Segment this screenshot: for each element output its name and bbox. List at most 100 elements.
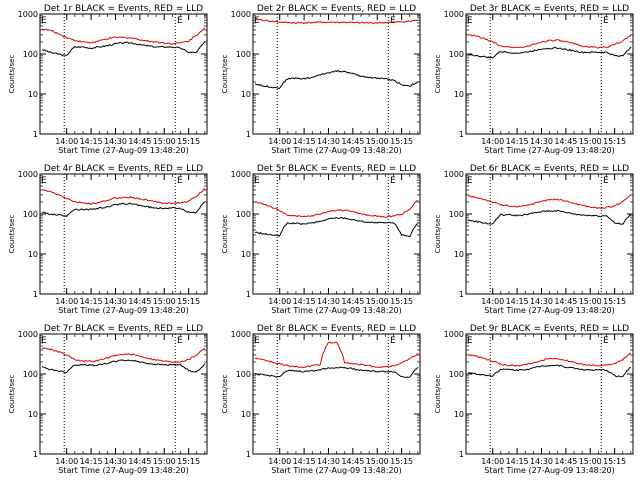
series-line-lld (41, 188, 206, 205)
chart-panel-1: Det 1r BLACK = Events, RED = LLD Counts/s… (8, 4, 208, 155)
corner-mark: E (467, 176, 473, 186)
x-axis-label: Start Time (27-Aug-09 13:48:20) (58, 306, 189, 315)
y-tick-label: 10 (454, 90, 464, 99)
y-tick-label: 10 (241, 410, 251, 419)
corner-mark: E (467, 336, 473, 346)
y-tick-label: 1000 (231, 10, 251, 19)
chart-panel-8: Det 8r BLACK = Events, RED = LLD Counts/s… (221, 324, 421, 475)
x-tick-label: 15:00 (153, 137, 176, 146)
x-tick-label: 14:45 (554, 457, 577, 466)
plot-frame (39, 173, 208, 295)
plot-frame (252, 13, 421, 135)
y-tick-label: 100 (23, 50, 38, 59)
corner-mark: E (41, 336, 47, 346)
y-axis-label: Counts/sec (221, 55, 229, 94)
chart-title: Det 2r BLACK = Events, RED = LLD (257, 4, 416, 14)
y-tick-label: 1000 (231, 330, 251, 339)
x-tick-label: 14:00 (55, 137, 78, 146)
y-tick-label: 1000 (444, 10, 464, 19)
x-tick-label: 14:45 (554, 137, 577, 146)
chart-panel-9: Det 9r BLACK = Events, RED = LLD Counts/s… (434, 324, 634, 475)
corner-mark: E (603, 176, 609, 186)
x-tick-label: 15:00 (366, 297, 389, 306)
chart-panel-7: Det 7r BLACK = Events, RED = LLD Counts/s… (8, 324, 208, 475)
x-tick-label: 15:15 (603, 457, 626, 466)
series-line-lld (255, 199, 419, 218)
x-tick-label: 15:00 (366, 457, 389, 466)
y-tick-label: 1 (33, 290, 38, 299)
x-tick-label: 14:45 (128, 297, 151, 306)
chart-title: Det 8r BLACK = Events, RED = LLD (257, 324, 416, 334)
x-tick-label: 14:15 (80, 457, 103, 466)
y-tick-label: 100 (236, 370, 251, 379)
y-axis-label: Counts/sec (434, 55, 442, 94)
y-tick-label: 10 (454, 250, 464, 259)
x-tick-label: 14:00 (481, 137, 504, 146)
x-tick-label: 15:15 (603, 297, 626, 306)
x-axis-label: Start Time (27-Aug-09 13:48:20) (271, 306, 402, 315)
y-tick-label: 1000 (18, 10, 38, 19)
x-tick-label: 15:00 (579, 137, 602, 146)
y-tick-label: 1 (246, 130, 251, 139)
corner-mark: E (41, 176, 47, 186)
chart-title: Det 5r BLACK = Events, RED = LLD (257, 164, 416, 174)
y-tick-label: 1000 (18, 330, 38, 339)
series-line-lld (467, 34, 632, 49)
series-line-events (41, 359, 206, 374)
y-tick-label: 1 (246, 450, 251, 459)
x-tick-label: 14:15 (506, 457, 529, 466)
corner-mark: E (603, 336, 609, 346)
plot-frame (465, 13, 634, 135)
y-tick-label: 10 (28, 410, 38, 419)
plot-frame (39, 13, 208, 135)
y-tick-label: 1 (33, 130, 38, 139)
y-tick-label: 10 (28, 250, 38, 259)
corner-mark: E (41, 16, 47, 26)
series-line-lld (467, 194, 632, 210)
corner-mark: E (390, 336, 396, 346)
series-line-lld (41, 347, 206, 363)
y-axis-label: Counts/sec (434, 375, 442, 414)
x-tick-label: 15:15 (177, 457, 200, 466)
plot-frame (39, 333, 208, 455)
y-tick-label: 1000 (231, 170, 251, 179)
series-line-events (467, 364, 632, 378)
corner-mark: E (390, 16, 396, 26)
x-tick-label: 14:15 (506, 297, 529, 306)
x-tick-label: 14:30 (317, 457, 340, 466)
x-tick-label: 14:45 (554, 297, 577, 306)
series-line-events (467, 209, 632, 225)
x-tick-label: 14:00 (55, 297, 78, 306)
x-axis-label: Start Time (27-Aug-09 13:48:20) (58, 466, 189, 475)
x-tick-label: 15:00 (366, 137, 389, 146)
x-axis-label: Start Time (27-Aug-09 13:48:20) (271, 466, 402, 475)
corner-mark: E (603, 16, 609, 26)
x-tick-label: 15:15 (390, 297, 413, 306)
x-tick-label: 14:00 (481, 457, 504, 466)
x-tick-label: 14:00 (268, 457, 291, 466)
x-tick-label: 15:00 (579, 297, 602, 306)
chart-title: Det 9r BLACK = Events, RED = LLD (470, 324, 629, 334)
x-tick-label: 14:00 (55, 457, 78, 466)
x-tick-label: 14:30 (530, 297, 553, 306)
x-tick-label: 14:30 (530, 457, 553, 466)
chart-title: Det 3r BLACK = Events, RED = LLD (470, 4, 629, 14)
x-tick-label: 15:15 (177, 297, 200, 306)
y-axis-label: Counts/sec (8, 375, 16, 414)
corner-mark: E (177, 176, 183, 186)
series-line-lld (255, 17, 419, 25)
plot-frame (465, 333, 634, 455)
x-tick-label: 14:45 (341, 457, 364, 466)
x-axis-label: Start Time (27-Aug-09 13:48:20) (484, 466, 615, 475)
y-tick-label: 100 (449, 50, 464, 59)
x-tick-label: 14:00 (268, 297, 291, 306)
x-tick-label: 14:00 (481, 297, 504, 306)
x-tick-label: 14:45 (341, 297, 364, 306)
y-tick-label: 1000 (18, 170, 38, 179)
chart-title: Det 4r BLACK = Events, RED = LLD (44, 164, 203, 174)
y-axis-label: Counts/sec (8, 215, 16, 254)
y-tick-label: 100 (23, 370, 38, 379)
series-line-events (41, 41, 206, 57)
series-line-lld (467, 352, 632, 367)
